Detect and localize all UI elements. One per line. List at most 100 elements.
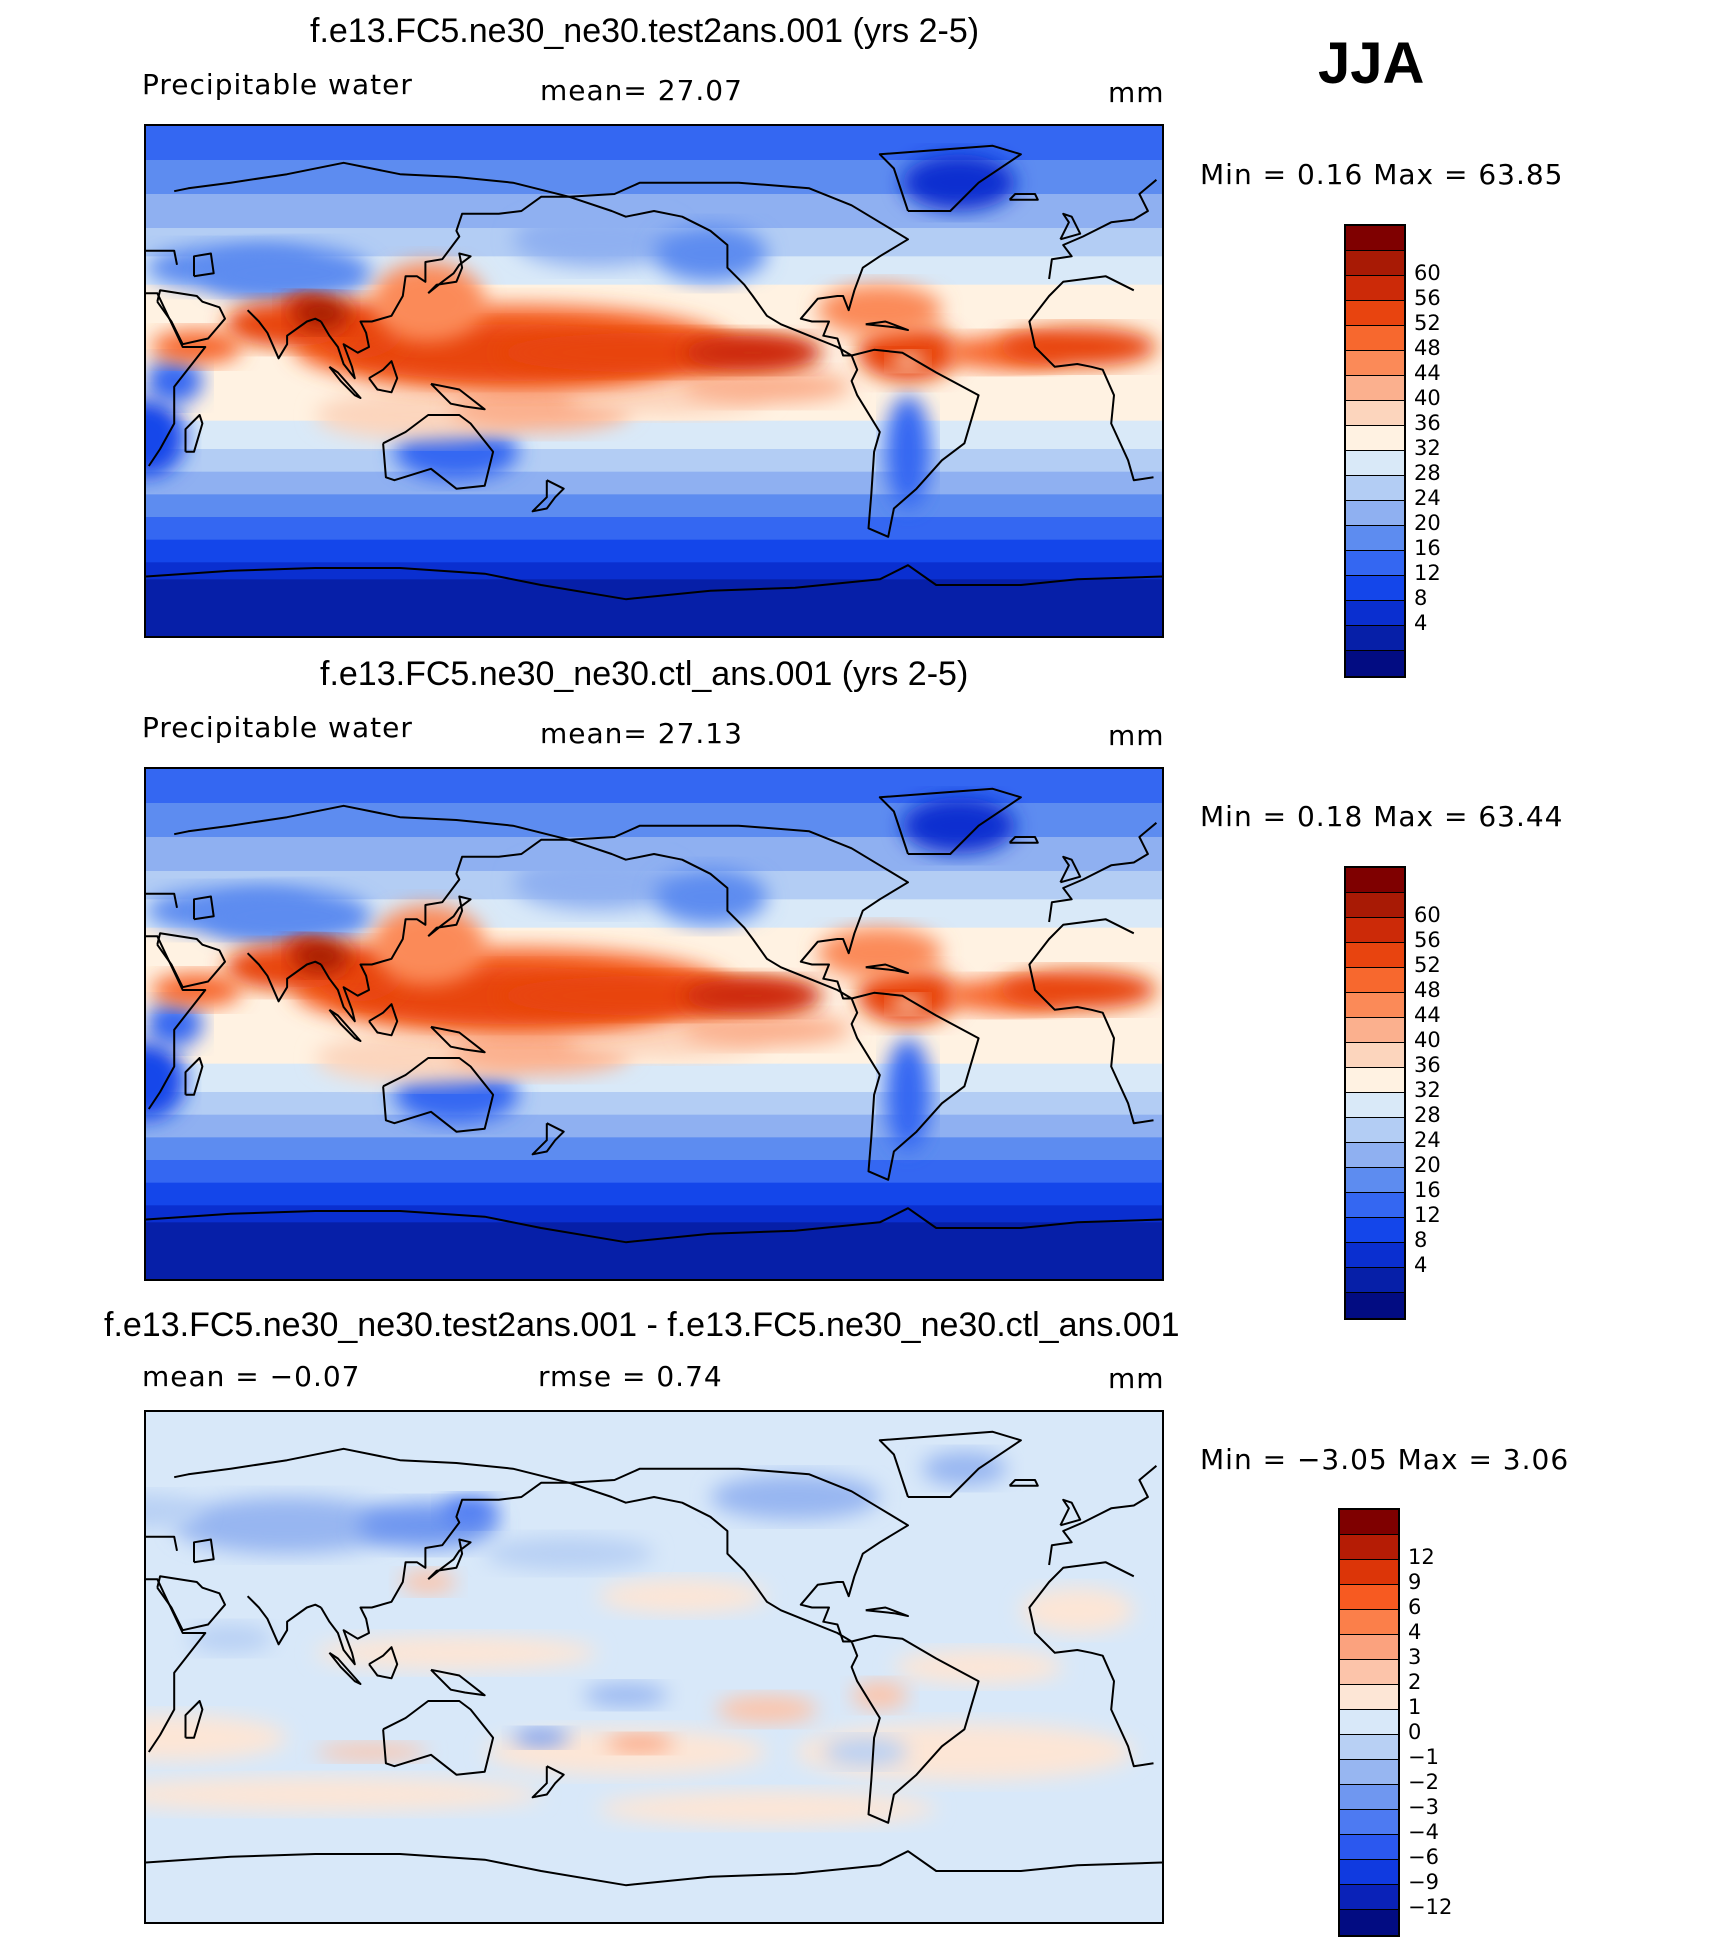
coastline-path (146, 275, 1154, 482)
coastline-path (430, 1025, 486, 1054)
field-contour (891, 352, 925, 370)
map-svg (146, 126, 1162, 636)
field-contour (885, 1038, 931, 1152)
coastline-path (146, 1850, 1162, 1887)
panel1-title: f.e13.FC5.ne30_ne30.test2ans.001 (yrs 2-… (310, 12, 980, 50)
coastline-path (878, 787, 1022, 855)
field-contour (902, 797, 1016, 854)
colorbar-swatch (1346, 943, 1404, 968)
field-band (146, 539, 1162, 564)
coastline-path (878, 144, 1022, 212)
colorbar-tick-label: 48 (1414, 336, 1441, 360)
coastline-path (569, 181, 909, 357)
colorbar-swatch (1340, 1585, 1398, 1610)
colorbar-swatch (1346, 451, 1404, 476)
colorbar-swatch (1346, 868, 1404, 893)
coastline-path (531, 1122, 565, 1156)
field-contour (146, 1715, 288, 1761)
map-svg (146, 1412, 1162, 1922)
coastline-path (1059, 855, 1082, 884)
field-contour (315, 1635, 598, 1670)
coastline-path (184, 1057, 204, 1096)
panel1-mean-label: mean= 27.07 (540, 74, 743, 107)
colorbar-tick-label: 8 (1414, 586, 1428, 610)
colorbar-swatch (1340, 1860, 1398, 1885)
coastline-path (1008, 836, 1039, 844)
colorbar-swatch (1346, 651, 1404, 676)
coastline-path (368, 1646, 399, 1680)
field-band (146, 126, 1162, 161)
field-contour (682, 335, 824, 370)
field-contour (885, 395, 931, 509)
coastline-path (1008, 193, 1039, 201)
panel3-map (144, 1410, 1164, 1924)
colorbar-tick-label: 56 (1414, 928, 1441, 952)
field-band (146, 562, 1162, 581)
colorbar-swatch (1346, 326, 1404, 351)
coastline-path (156, 289, 226, 346)
coastline-path (184, 1700, 204, 1739)
colorbar-swatch (1346, 551, 1404, 576)
colorbar-tick-label: 20 (1414, 511, 1441, 535)
field-contour (716, 1695, 818, 1724)
colorbar-swatch (1346, 1118, 1404, 1143)
coastline-path (368, 1003, 399, 1037)
colorbar-tick-label: 48 (1414, 978, 1441, 1002)
coastline-path (382, 414, 495, 490)
colorbar-swatch (1346, 276, 1404, 301)
field-contour (174, 1497, 400, 1554)
field-layer (146, 154, 1157, 509)
colorbar-swatch (1340, 1760, 1398, 1785)
colorbar-swatch (1340, 1560, 1398, 1585)
colorbar-swatch (1346, 526, 1404, 551)
field-contour (823, 1737, 909, 1767)
colorbar-tick-label: 44 (1414, 1003, 1441, 1027)
colorbar-tick-label: 52 (1414, 953, 1441, 977)
map-svg (146, 769, 1162, 1279)
field-contour (922, 1451, 1007, 1486)
colorbar-swatch (1340, 1635, 1398, 1660)
colorbar-tick-label: 2 (1408, 1670, 1422, 1694)
colorbar-swatch (1346, 301, 1404, 326)
coastline-path (568, 1481, 853, 1643)
panel2-minmax: Min = 0.18 Max = 63.44 (1200, 800, 1564, 833)
colorbar-tick-label: 60 (1414, 261, 1441, 285)
colorbar-tick-label: 16 (1414, 536, 1441, 560)
field-contour (597, 1579, 767, 1614)
coastline-path (320, 195, 570, 380)
colorbar-swatch (1346, 893, 1404, 918)
coastline-path (320, 838, 570, 1023)
field-contour (851, 1681, 908, 1710)
panel1-minmax: Min = 0.16 Max = 63.85 (1200, 158, 1564, 191)
coastline-path (328, 1651, 362, 1685)
field-band (146, 1160, 1162, 1184)
coastlines (146, 144, 1162, 601)
colorbar-swatch (1346, 1218, 1404, 1243)
coastline-path (568, 838, 853, 1000)
panel2-mean-label: mean= 27.13 (540, 717, 743, 750)
field-contour (512, 211, 683, 268)
coastline-path (865, 963, 909, 974)
coastline-path (531, 1765, 565, 1799)
colorbar-tick-label: 16 (1414, 1178, 1441, 1202)
field-band (146, 579, 1162, 636)
field-band (146, 517, 1162, 541)
panel1-variable-label: Precipitable water (142, 68, 413, 101)
colorbar-swatch (1346, 1193, 1404, 1218)
field-contour (400, 1570, 457, 1594)
colorbar-tick-label: 12 (1414, 561, 1441, 585)
coastline-path (193, 1538, 215, 1564)
panel2-title: f.e13.FC5.ne30_ne30.ctl_ans.001 (yrs 2-5… (320, 655, 969, 693)
coastline-path (146, 1561, 1154, 1768)
coastline-path (246, 1595, 322, 1646)
colorbar-swatch (1346, 1168, 1404, 1193)
colorbar-swatch (1346, 1293, 1404, 1318)
field-contour (710, 1474, 880, 1520)
field-contour (597, 1791, 937, 1826)
coastline-path (173, 804, 1158, 923)
coastline-path (850, 348, 980, 538)
colorbar-tick-label: 20 (1414, 1153, 1441, 1177)
field-band (146, 494, 1162, 518)
colorbar-swatch (1340, 1810, 1398, 1835)
coastline-path (328, 365, 362, 399)
